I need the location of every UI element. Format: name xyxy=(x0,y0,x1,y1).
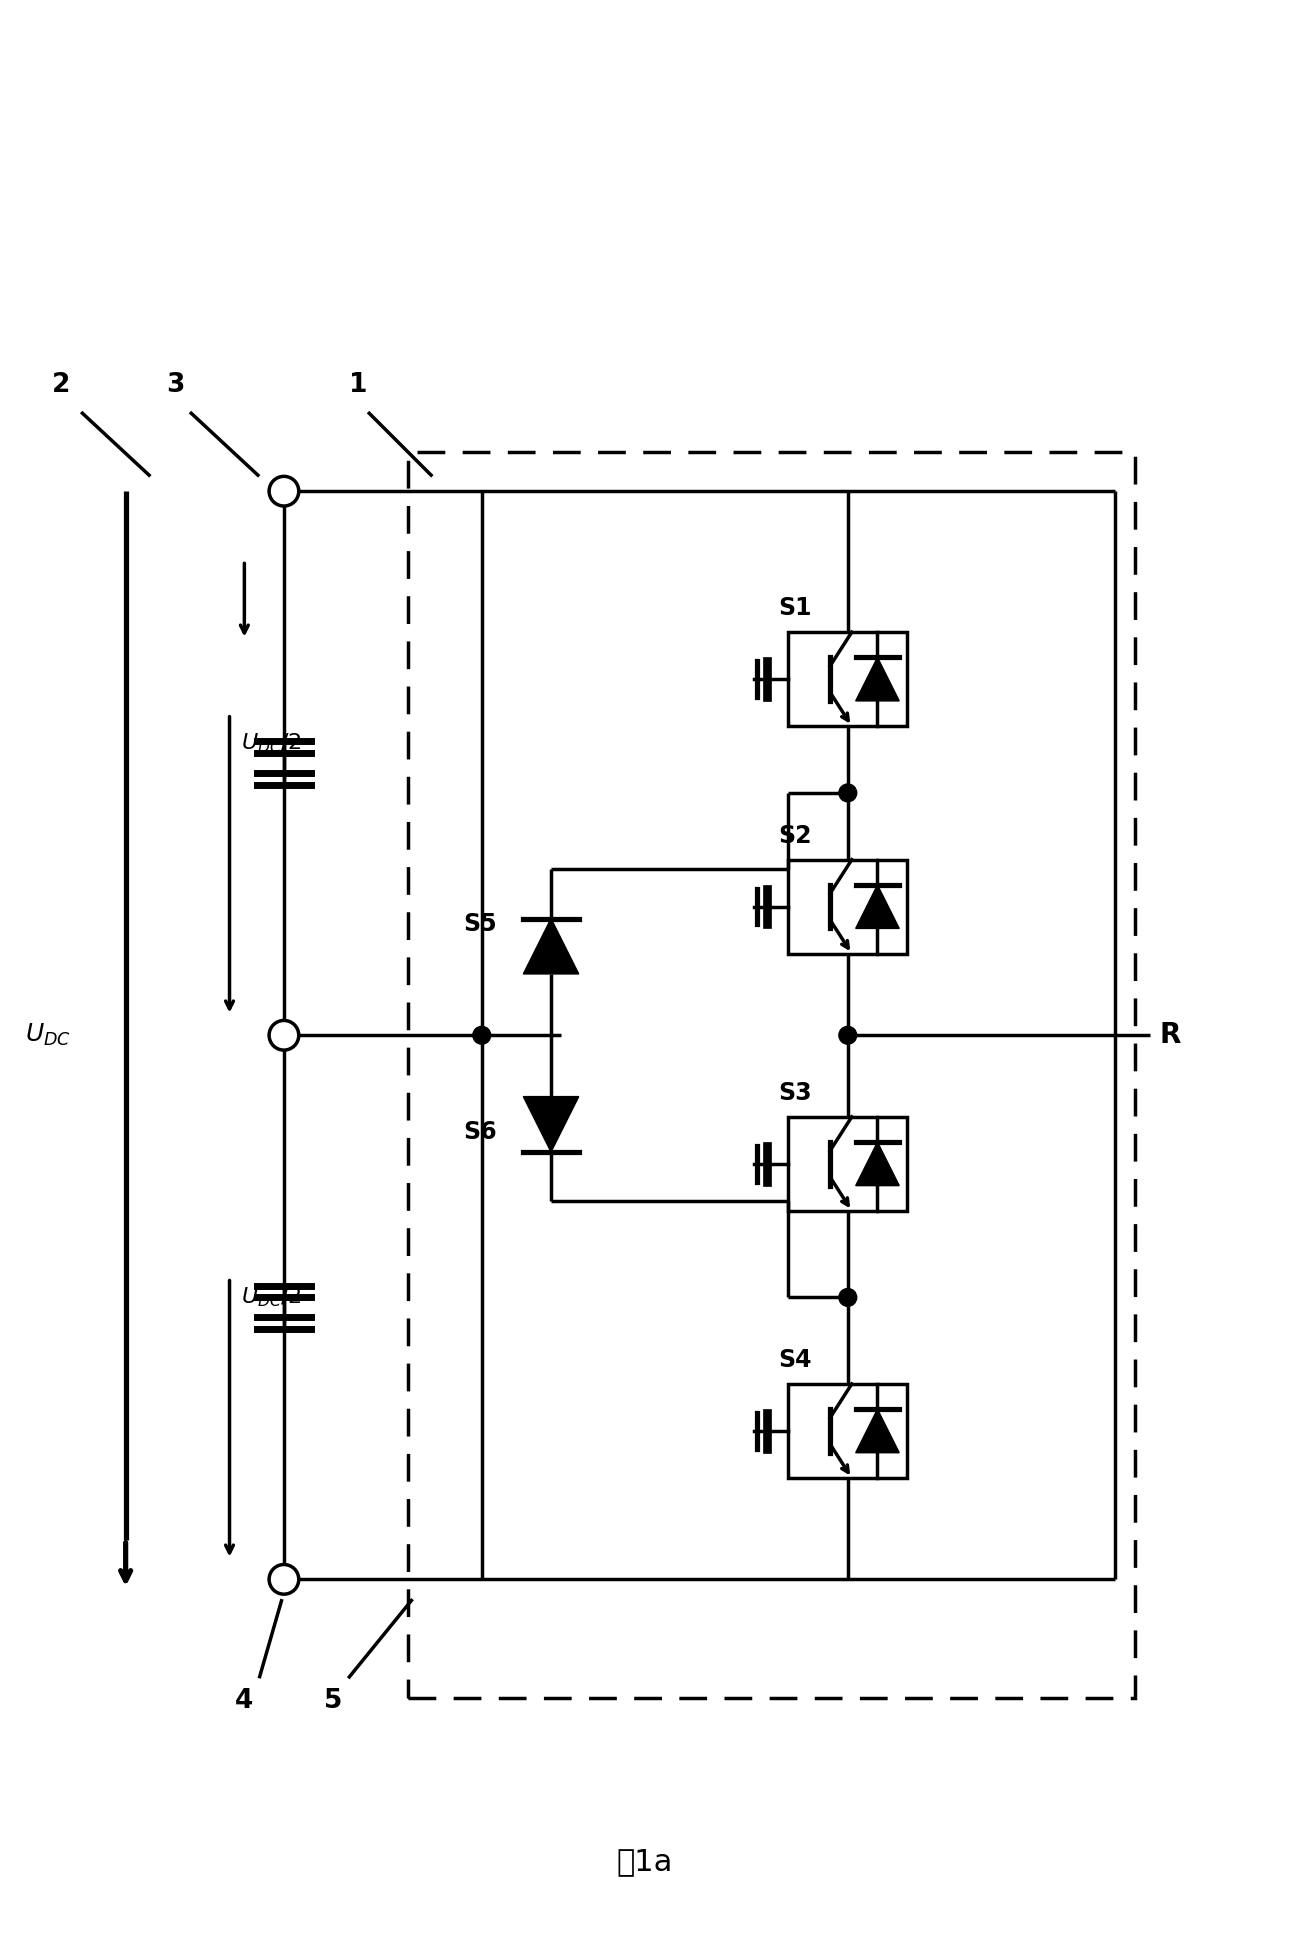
Text: $U_{DC}/2$: $U_{DC}/2$ xyxy=(241,1286,302,1309)
Text: R: R xyxy=(1160,1022,1180,1049)
Text: 1: 1 xyxy=(348,372,368,399)
Polygon shape xyxy=(524,918,579,974)
Circle shape xyxy=(270,476,299,505)
Text: S6: S6 xyxy=(463,1121,497,1144)
Polygon shape xyxy=(855,658,899,701)
Text: S3: S3 xyxy=(779,1080,813,1105)
Text: S5: S5 xyxy=(463,912,497,937)
Circle shape xyxy=(838,1289,857,1307)
Polygon shape xyxy=(855,885,899,929)
Text: S1: S1 xyxy=(779,596,811,620)
Text: 2: 2 xyxy=(52,372,71,399)
Polygon shape xyxy=(855,1142,899,1185)
Text: 3: 3 xyxy=(166,372,184,399)
Bar xyxy=(788,860,907,954)
Text: 5: 5 xyxy=(324,1688,343,1713)
Text: $U_{DC}$: $U_{DC}$ xyxy=(26,1022,71,1049)
Circle shape xyxy=(473,1026,490,1044)
Circle shape xyxy=(838,1026,857,1044)
Text: S2: S2 xyxy=(779,825,811,848)
Text: 图1a: 图1a xyxy=(617,1847,673,1876)
Polygon shape xyxy=(855,1409,899,1452)
Text: S4: S4 xyxy=(779,1347,811,1373)
Text: 4: 4 xyxy=(235,1688,254,1713)
Text: $U_{DC}/2$: $U_{DC}/2$ xyxy=(241,732,302,755)
Circle shape xyxy=(838,784,857,802)
Bar xyxy=(788,1384,907,1477)
Bar xyxy=(408,451,1135,1698)
Circle shape xyxy=(270,1564,299,1593)
Bar xyxy=(788,633,907,726)
Polygon shape xyxy=(524,1096,579,1152)
Bar xyxy=(788,1117,907,1210)
Circle shape xyxy=(270,1020,299,1049)
